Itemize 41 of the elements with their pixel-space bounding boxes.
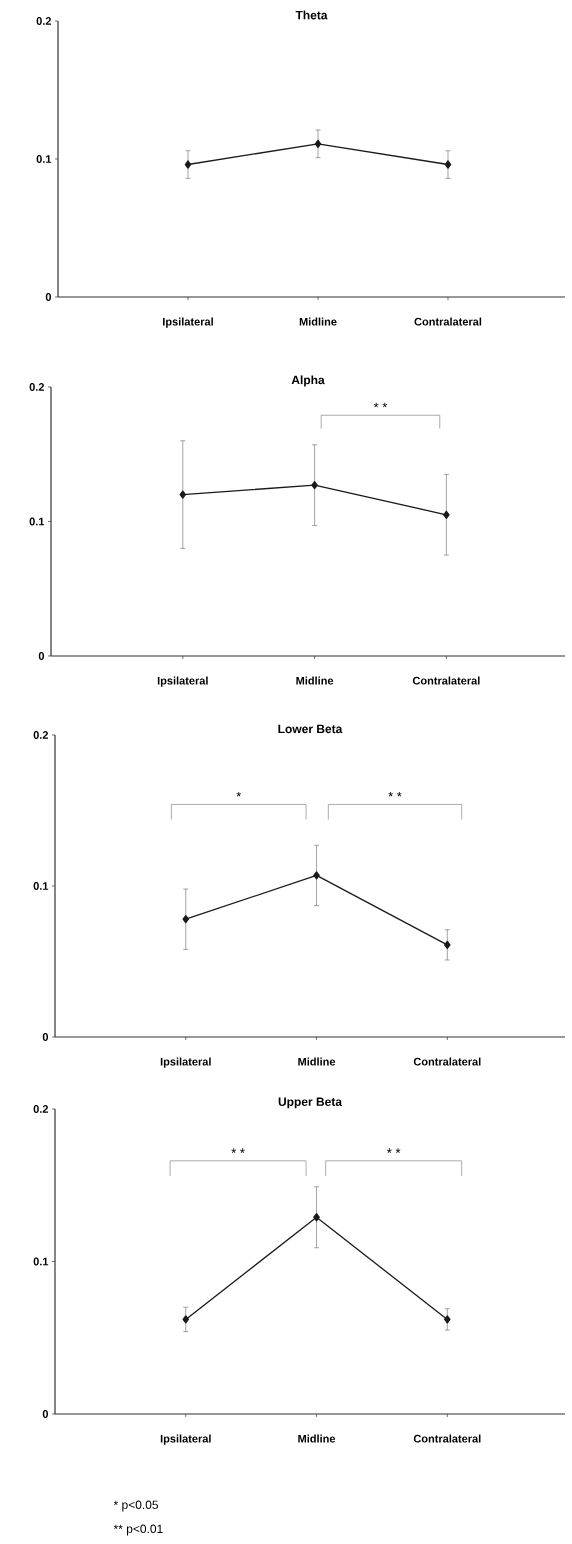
y-tick-label: 0.2 (33, 1105, 49, 1113)
y-tick-label: 0.1 (33, 882, 49, 890)
x-tick-label: Midline (298, 1057, 336, 1066)
chart-title: Theta (295, 10, 328, 20)
y-tick-label: 0 (42, 1410, 49, 1418)
annotation: * (236, 791, 242, 797)
annotation: * * (373, 402, 388, 408)
x-tick-label: Contralateral (413, 1057, 481, 1066)
annotation: * * (387, 1148, 401, 1153)
chart-title: Upper Beta (278, 1097, 343, 1109)
text: * p<0.05 (113, 1500, 159, 1512)
x-tick-label: Ipsilateral (163, 317, 213, 328)
y-tick-label: 0.2 (29, 383, 45, 391)
point (311, 481, 318, 490)
x-tick-label: Contralateral (414, 317, 482, 326)
text: ** p<0.01 (113, 1524, 163, 1536)
y-tick-label: 0 (38, 652, 45, 660)
point (443, 510, 450, 519)
y-tick-label: 0.2 (36, 17, 52, 25)
point (182, 915, 190, 924)
x-tick-label: Midline (296, 676, 334, 685)
x-tick-label: Ipsilateral (160, 1057, 211, 1068)
y-tick-label: 0.1 (29, 517, 45, 526)
x-tick-label: Ipsilateral (160, 1434, 211, 1445)
y-tick-label: 0.2 (33, 731, 49, 739)
point (313, 871, 320, 880)
y-tick-label: 0 (45, 293, 52, 301)
x-tick-label: Ipsilateral (157, 676, 208, 687)
point (179, 490, 187, 499)
point (444, 940, 451, 950)
chart-title: Alpha (291, 375, 325, 387)
x-tick-label: Midline (298, 1434, 336, 1443)
x-tick-label: Contralateral (413, 1434, 481, 1443)
annotation: * * (388, 791, 402, 797)
y-tick-label: 0.1 (33, 1257, 49, 1266)
annotation: * * (231, 1148, 245, 1153)
y-tick-label: 0 (42, 1033, 49, 1041)
chart-title: Lower Beta (278, 724, 343, 734)
x-tick-label: Contralateral (412, 676, 480, 685)
x-tick-label: Midline (299, 317, 337, 326)
y-tick-label: 0.1 (36, 155, 52, 163)
